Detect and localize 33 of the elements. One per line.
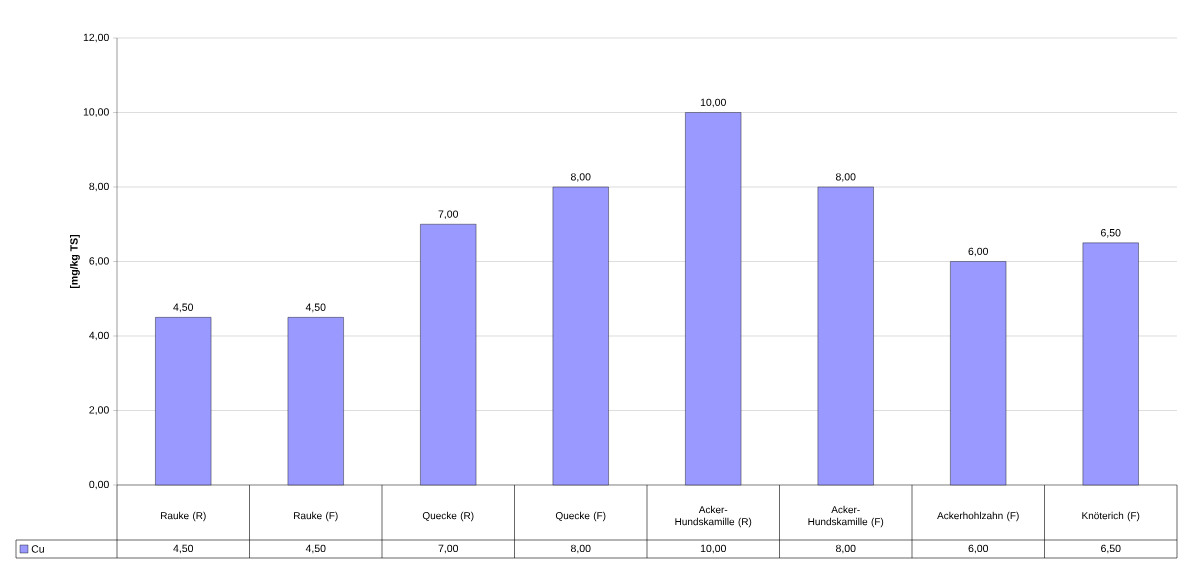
text: 6,00 [968,247,989,257]
x-tick-label: Acker-Hundskamille (R) [675,505,752,528]
x-tick-label: Quecke (R) [422,511,474,522]
data-label: 7,00 [438,544,459,554]
text: 6,50 [1101,229,1121,238]
data-label: 4,50 [173,544,194,554]
data-label: 4,50 [305,544,326,554]
x-tick-label: Rauke (F) [294,511,338,522]
text: 7,00 [438,210,459,220]
text: 10,00 [700,98,726,108]
text: 4,50 [305,303,326,313]
y-tick-label: 6,00 [89,257,109,266]
x-tick-label: Rauke (R) [161,511,206,522]
x-tick-label: Knöterich (F) [1082,511,1140,522]
y-tick-label: 10,00 [83,108,109,117]
x-tick-label: Quecke (F) [555,511,606,522]
text: 4,50 [173,303,194,313]
data-label: 6,00 [968,544,989,554]
y-tick-label: 12,00 [83,33,109,43]
y-tick-label: 8,00 [89,182,109,192]
x-tick-label: Ackerhohlzahn (F) [937,511,1019,522]
data-label: 8,00 [836,544,856,554]
data-label: 8,00 [570,544,591,554]
y-tick-label: 0,00 [89,480,109,490]
data-label: 6,50 [1101,544,1121,554]
legend-label: Cu [31,545,44,553]
y-axis-title: [mg/kg TS] [69,234,80,289]
text: 8,00 [835,173,856,182]
y-tick-label: 4,00 [89,331,109,341]
data-label: 10,00 [700,544,726,554]
x-tick-label: Acker-Hundskamille (F) [808,505,884,528]
text: 8,00 [570,173,591,182]
y-tick-label: 2,00 [89,406,109,415]
